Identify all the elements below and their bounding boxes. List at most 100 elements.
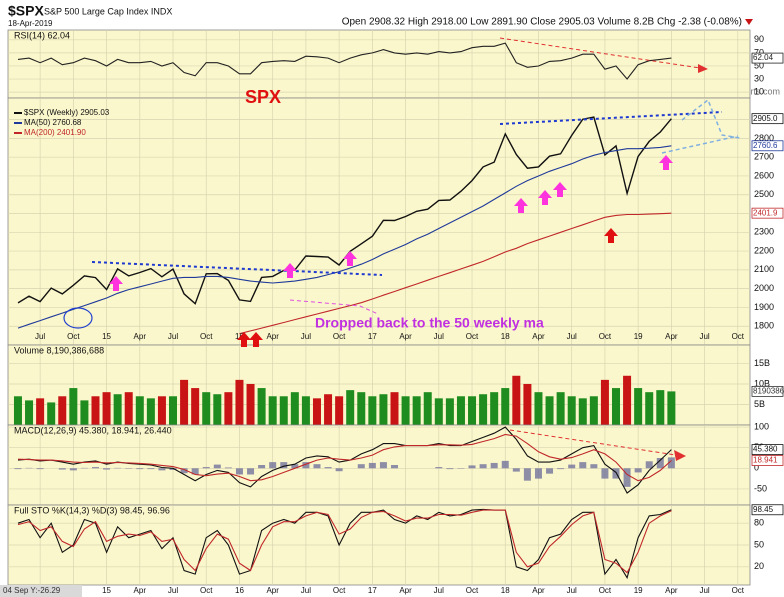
volume-bar [501,388,510,425]
histogram-bar [247,468,255,475]
histogram-bar [147,468,155,470]
x-tick-label: Oct [599,586,612,595]
value-tag-box [751,504,784,516]
histogram-bar [379,462,387,469]
x-tick-label: Oct [333,586,346,595]
volume-bar [47,402,56,425]
value-tag-box [751,113,784,125]
y-tick-label: -50 [754,483,767,493]
volume-bar [346,390,355,425]
volume-bar [490,392,499,425]
x-tick-label: Apr [134,332,147,341]
histogram-bar [302,462,310,469]
x-tick-label: 17 [368,586,377,595]
histogram-bar [291,464,299,469]
x-tick-label: Oct [466,586,479,595]
volume-bar [69,388,78,425]
histogram-bar [180,468,188,474]
volume-bar [379,394,388,425]
series-line [17,509,672,574]
value-tag: 2905.0 [753,114,778,123]
volume-bar [191,388,200,425]
value-tag: 2401.9 [753,208,778,217]
volume-bar [25,400,34,425]
circle-mark [63,307,93,329]
histogram-bar [656,457,664,469]
histogram-bar [324,467,332,469]
series-line [17,42,672,80]
volume-bar [235,379,244,425]
x-tick-label: 16 [235,332,244,341]
volume-bar [124,392,133,425]
volume-bar [301,396,310,425]
histogram-bar [191,468,199,475]
histogram-bar [512,468,520,472]
arrow-head [674,450,686,461]
series-line [17,508,672,580]
change-arrow [745,19,753,25]
x-tick-label: 15 [102,586,111,595]
x-tick-label: Jul [434,586,444,595]
y-tick-label: 90 [754,34,764,44]
y-tick-label: 50 [754,539,764,549]
histogram-bar [202,467,210,469]
y-tick-label: 2600 [754,170,774,180]
volume-bar [401,396,410,425]
x-tick-label: Oct [67,332,80,341]
x-tick-label: Apr [266,332,279,341]
volume-bar [445,398,454,425]
value-tag-box [751,207,784,219]
histogram-bar [103,468,111,470]
projection [681,98,741,139]
x-tick-label: 18 [501,586,510,595]
y-tick-label: 30 [754,73,764,83]
x-tick-label: Oct [732,332,745,341]
x-tick-label: Oct [732,586,745,595]
y-tick-label: 1900 [754,302,774,312]
volume-bar [146,398,155,425]
value-tag-box [751,444,784,455]
volume-bar [368,396,377,425]
volume-bar [434,398,443,425]
histogram-bar [224,467,232,469]
volume-bar [180,379,189,425]
value-tag: 18.941 [753,456,778,465]
y-tick-label: 0 [754,463,759,473]
histogram-bar [258,465,266,469]
volume-bar [578,398,587,425]
histogram-bar [634,468,642,473]
histogram-bar [590,464,598,469]
histogram-bar [58,468,66,470]
histogram-bar [269,462,277,469]
volume-bar [279,396,288,425]
x-tick-label: 16 [235,586,244,595]
histogram-bar [623,468,631,487]
volume-bar [357,392,366,425]
volume-bar [290,392,299,425]
volume-bar [523,383,532,425]
volume-bar [102,392,111,425]
volume-bar [91,396,100,425]
arrow-head [698,64,708,73]
trend-line [499,111,723,125]
pink-dash [289,299,379,315]
volume-bar [623,375,632,425]
volume-bar [479,394,488,425]
volume-bar [113,394,122,425]
panel-title: Full STO %K(14,3) %D(3) 98.45, 96.96 [14,505,170,515]
volume-bar [202,392,211,425]
panel-background [7,424,751,506]
volume-bar [169,396,178,425]
x-tick-label: Apr [532,332,545,341]
y-tick-label: 2800 [754,133,774,143]
x-tick-label: 17 [368,332,377,341]
volume-bar [135,396,144,425]
y-tick-label: 2500 [754,189,774,199]
symbol-name: S&P 500 Large Cap Index INDX [44,6,172,16]
x-tick-label: Apr [266,586,279,595]
histogram-bar [501,460,509,469]
x-tick-label: Jul [301,586,311,595]
volume-bar [13,396,22,425]
histogram-bar [534,468,542,479]
volume-bar [634,388,643,425]
